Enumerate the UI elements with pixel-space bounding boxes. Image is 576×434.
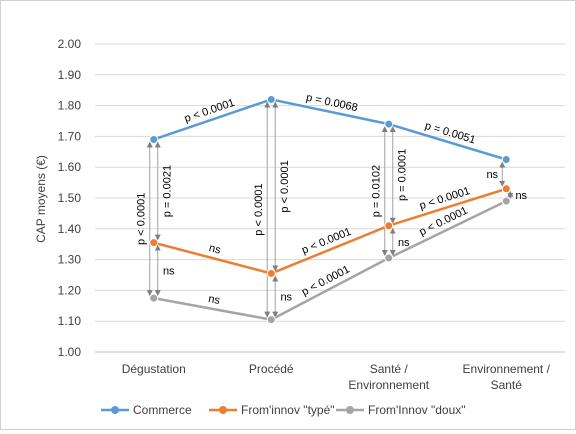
comparison-label: ns	[398, 237, 410, 249]
y-tick-label: 1.20	[58, 283, 82, 297]
y-tick-label: 1.50	[58, 191, 82, 205]
y-tick-label: 2.00	[58, 37, 82, 51]
x-category-label: Environnement / Santé	[463, 362, 551, 392]
data-point	[384, 221, 394, 231]
comparison-label: ns	[280, 292, 292, 304]
comparison-label: p < 0.0001	[253, 183, 265, 235]
y-tick-label: 1.90	[58, 68, 82, 82]
y-tick-label: 1.70	[58, 129, 82, 143]
y-tick-label: 1.80	[58, 99, 82, 113]
legend-label: Commerce	[133, 403, 192, 417]
data-point	[501, 155, 511, 164]
series-lines	[149, 94, 511, 325]
segment-annotation: p = 0.0068	[305, 92, 359, 114]
y-tick-label: 1.30	[58, 253, 82, 267]
data-point	[384, 253, 394, 263]
y-tick-label: 1.40	[58, 222, 82, 236]
data-point	[149, 293, 159, 303]
data-point	[501, 196, 511, 206]
y-tick-label: 1.00	[58, 345, 82, 359]
series-line	[153, 187, 507, 275]
data-point	[266, 315, 276, 325]
comparison-label: p < 0.0001	[279, 160, 291, 212]
segment-annotation: ns	[207, 293, 221, 307]
data-point	[266, 94, 276, 104]
comparison-label: p < 0.0001	[136, 193, 148, 245]
legend-marker	[111, 406, 119, 414]
comparison-label: p = 0.0021	[162, 165, 174, 217]
legend: Commerce From'innov "typé" From'Innov "dou…	[101, 403, 466, 417]
x-category-label: Procédé	[249, 362, 294, 376]
y-tick-labels: 1.00 1.10 1.20 1.30 1.40 1.50 1.60 1.70 1.80 1.90…	[58, 37, 82, 359]
x-category-labels: Dégustation Procédé Santé / Environnement En…	[122, 362, 551, 392]
data-point	[266, 268, 276, 278]
legend-label: From'innov "typé"	[241, 403, 335, 417]
data-point	[384, 119, 394, 129]
comparison-label: ns	[515, 190, 527, 202]
gridlines	[95, 43, 565, 353]
comparison-arrows: p < 0.0001 p = 0.0021 ns p < 0.0001 p < 0.00…	[136, 101, 528, 318]
legend-marker	[346, 406, 354, 414]
data-point	[501, 184, 511, 194]
series-line	[153, 98, 507, 161]
series-line	[153, 199, 507, 321]
comparison-label: ns	[163, 265, 175, 277]
x-category-label: Santé / Environnement	[348, 362, 429, 392]
comparison-label: p = 0.0102	[371, 165, 383, 217]
y-tick-label: 1.60	[58, 160, 82, 174]
y-tick-label: 1.10	[58, 314, 82, 328]
comparison-label: ns	[486, 169, 498, 181]
legend-label: From'Innov "doux"	[368, 403, 466, 417]
legend-marker	[219, 406, 227, 414]
x-category-label: Dégustation	[122, 362, 186, 376]
data-point	[149, 238, 159, 248]
y-axis-label: CAP moyens (€)	[34, 155, 48, 243]
comparison-label: p = 0.0001	[397, 149, 409, 201]
segment-annotation: ns	[208, 242, 223, 257]
data-point	[149, 134, 159, 144]
